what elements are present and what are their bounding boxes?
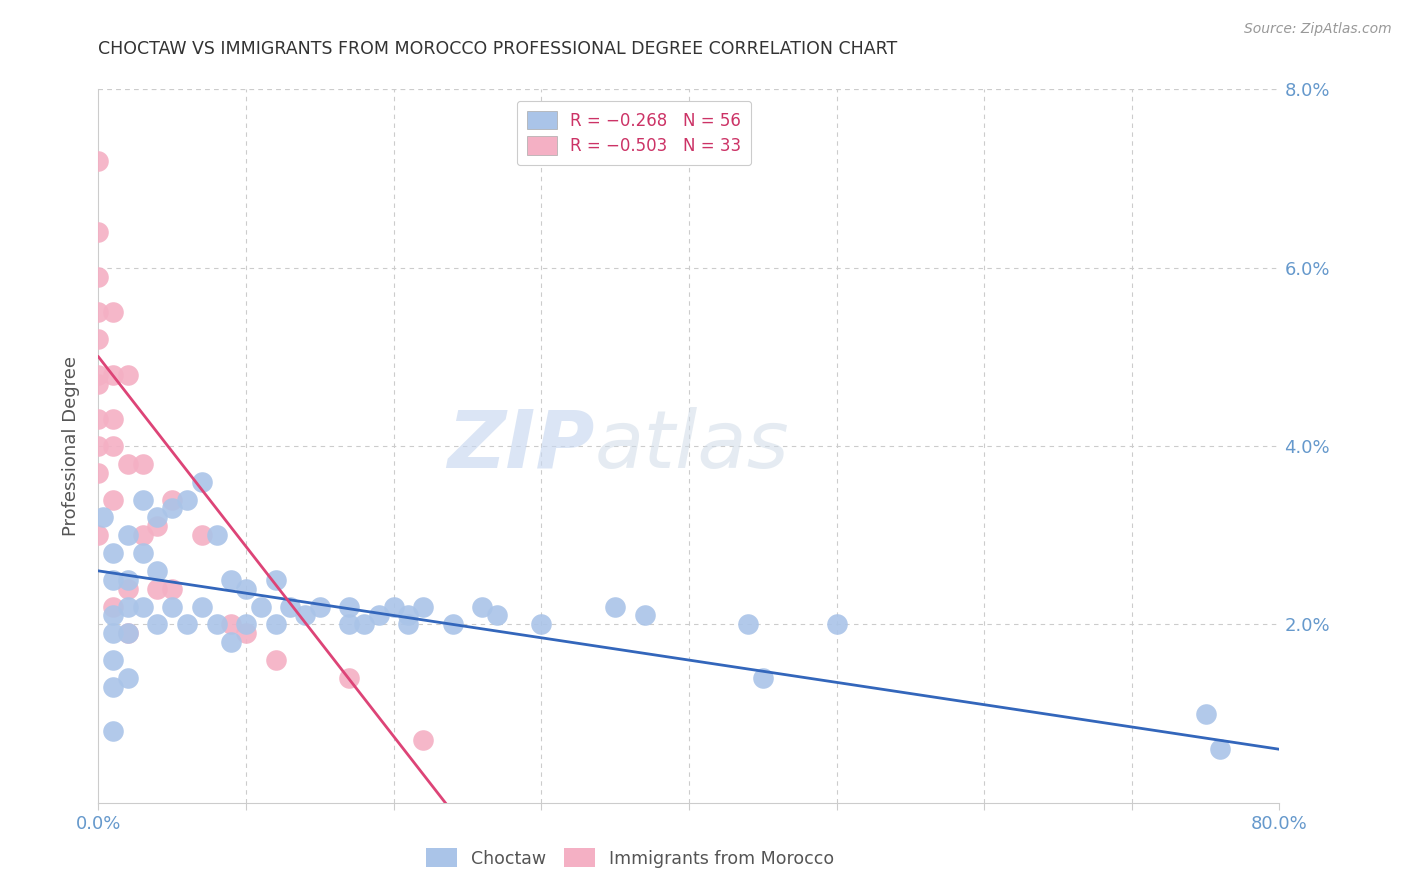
Point bbox=[117, 573, 139, 587]
Point bbox=[87, 376, 110, 391]
Point bbox=[162, 501, 183, 516]
Point bbox=[146, 617, 169, 632]
Point bbox=[87, 368, 110, 382]
Point bbox=[132, 457, 155, 471]
Point bbox=[87, 332, 110, 346]
Point bbox=[191, 599, 214, 614]
Point bbox=[87, 439, 110, 453]
Point bbox=[412, 599, 434, 614]
Point bbox=[530, 617, 553, 632]
Point bbox=[205, 617, 228, 632]
Point bbox=[117, 528, 139, 542]
Point bbox=[146, 510, 169, 524]
Point bbox=[396, 608, 419, 623]
Point bbox=[309, 599, 332, 614]
Point bbox=[176, 617, 198, 632]
Point bbox=[87, 466, 110, 480]
Point bbox=[162, 582, 183, 596]
Point bbox=[117, 671, 139, 685]
Point bbox=[191, 528, 214, 542]
Point bbox=[87, 305, 110, 319]
Point bbox=[132, 599, 155, 614]
Point bbox=[91, 510, 114, 524]
Point bbox=[162, 599, 183, 614]
Text: ZIP: ZIP bbox=[447, 407, 595, 485]
Point bbox=[235, 617, 257, 632]
Point bbox=[1209, 742, 1232, 756]
Text: CHOCTAW VS IMMIGRANTS FROM MOROCCO PROFESSIONAL DEGREE CORRELATION CHART: CHOCTAW VS IMMIGRANTS FROM MOROCCO PROFE… bbox=[98, 40, 897, 58]
Point bbox=[103, 305, 125, 319]
Point bbox=[87, 225, 110, 239]
Point bbox=[176, 492, 198, 507]
Legend: Choctaw, Immigrants from Morocco: Choctaw, Immigrants from Morocco bbox=[418, 839, 842, 876]
Point bbox=[87, 528, 110, 542]
Point bbox=[162, 492, 183, 507]
Text: atlas: atlas bbox=[595, 407, 789, 485]
Point bbox=[87, 412, 110, 426]
Point bbox=[219, 573, 242, 587]
Point bbox=[87, 269, 110, 284]
Point bbox=[412, 733, 434, 747]
Point bbox=[339, 671, 360, 685]
Point bbox=[103, 653, 125, 667]
Point bbox=[339, 599, 360, 614]
Point bbox=[264, 573, 287, 587]
Point bbox=[1195, 706, 1218, 721]
Point bbox=[103, 599, 125, 614]
Point bbox=[103, 412, 125, 426]
Point bbox=[633, 608, 655, 623]
Point bbox=[191, 475, 214, 489]
Point bbox=[117, 368, 139, 382]
Point bbox=[235, 626, 257, 640]
Point bbox=[339, 617, 360, 632]
Point bbox=[103, 439, 125, 453]
Point bbox=[264, 617, 287, 632]
Point bbox=[146, 564, 169, 578]
Point bbox=[825, 617, 848, 632]
Point bbox=[368, 608, 391, 623]
Point bbox=[219, 617, 242, 632]
Point bbox=[103, 724, 125, 739]
Point bbox=[146, 582, 169, 596]
Point bbox=[396, 617, 419, 632]
Point bbox=[751, 671, 773, 685]
Point bbox=[87, 153, 110, 168]
Point bbox=[117, 626, 139, 640]
Point bbox=[117, 582, 139, 596]
Point bbox=[103, 573, 125, 587]
Y-axis label: Professional Degree: Professional Degree bbox=[62, 356, 80, 536]
Point bbox=[103, 546, 125, 560]
Point bbox=[146, 519, 169, 533]
Point bbox=[117, 457, 139, 471]
Point bbox=[132, 546, 155, 560]
Point bbox=[250, 599, 273, 614]
Point bbox=[353, 617, 375, 632]
Point bbox=[132, 492, 155, 507]
Point bbox=[737, 617, 759, 632]
Point bbox=[278, 599, 302, 614]
Point bbox=[205, 528, 228, 542]
Point bbox=[132, 528, 155, 542]
Point bbox=[117, 599, 139, 614]
Point bbox=[441, 617, 464, 632]
Text: Source: ZipAtlas.com: Source: ZipAtlas.com bbox=[1244, 22, 1392, 37]
Point bbox=[117, 626, 139, 640]
Point bbox=[103, 608, 125, 623]
Point bbox=[219, 635, 242, 649]
Point bbox=[103, 626, 125, 640]
Point bbox=[103, 492, 125, 507]
Point bbox=[486, 608, 509, 623]
Point bbox=[264, 653, 287, 667]
Point bbox=[103, 680, 125, 694]
Point bbox=[235, 582, 257, 596]
Point bbox=[605, 599, 627, 614]
Point bbox=[471, 599, 494, 614]
Point bbox=[294, 608, 316, 623]
Point bbox=[382, 599, 405, 614]
Point bbox=[103, 368, 125, 382]
